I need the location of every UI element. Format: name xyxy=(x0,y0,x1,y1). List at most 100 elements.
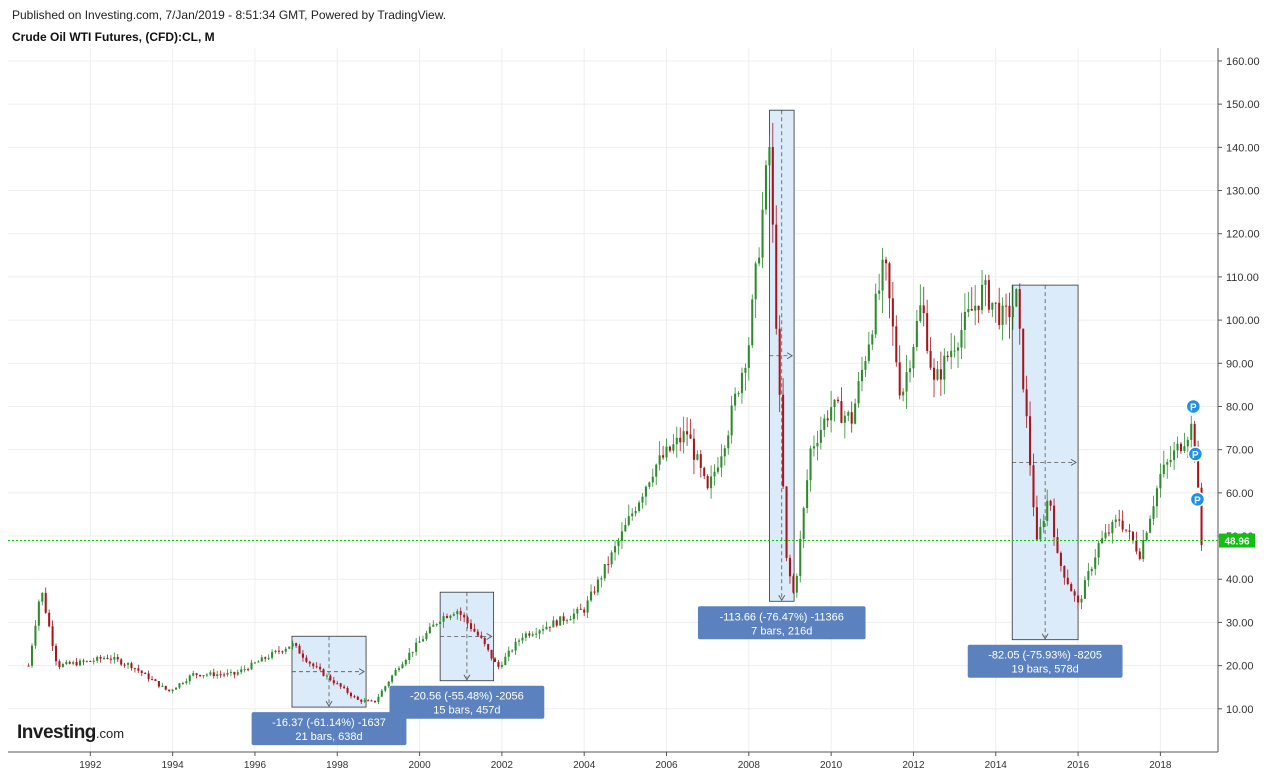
candle-up xyxy=(672,444,675,451)
candle-down xyxy=(778,328,781,395)
candle-up xyxy=(1166,462,1169,465)
candle-up xyxy=(734,393,737,406)
candle-up xyxy=(960,329,963,348)
logo-main: Investing xyxy=(17,722,96,743)
candle-up xyxy=(799,538,802,576)
symbol-title: Crude Oil WTI Futures, (CFD):CL, M xyxy=(12,30,215,44)
candle-down xyxy=(1005,305,1008,307)
candle-down xyxy=(895,326,898,363)
candle-up xyxy=(1183,446,1186,452)
candle-down xyxy=(315,666,318,668)
candle-up xyxy=(240,669,243,673)
position-marker-1[interactable] xyxy=(1185,398,1202,415)
candle-up xyxy=(1162,464,1165,475)
candle-up xyxy=(397,668,401,670)
candle-up xyxy=(740,372,743,394)
candle-up xyxy=(823,418,826,430)
candle-up xyxy=(274,650,277,653)
candle-up xyxy=(744,367,747,373)
candle-up xyxy=(250,662,253,670)
candle-up xyxy=(806,480,809,509)
candle-down xyxy=(840,401,843,423)
candle-up xyxy=(572,613,575,619)
candle-down xyxy=(826,418,829,421)
candle-up xyxy=(590,591,593,601)
candle-down xyxy=(332,680,335,684)
y-tick-label: 20.00 xyxy=(1226,661,1254,673)
candle-down xyxy=(692,438,695,460)
x-tick-label: 2012 xyxy=(902,760,925,771)
measure-label-1 xyxy=(251,712,407,746)
candle-up xyxy=(205,674,208,676)
candle-down xyxy=(277,650,280,652)
candle-down xyxy=(703,467,706,477)
candle-up xyxy=(192,673,195,676)
candle-down xyxy=(469,623,473,629)
candle-down xyxy=(247,669,250,671)
candle-up xyxy=(751,299,754,346)
y-tick-label: 160.00 xyxy=(1226,56,1260,68)
candle-up xyxy=(802,508,805,539)
candle-down xyxy=(305,657,308,662)
measure-arrow-right xyxy=(358,668,365,676)
candle-up xyxy=(603,564,606,579)
candle-up xyxy=(847,412,850,416)
candle-down xyxy=(370,700,373,702)
candle-up xyxy=(758,257,761,264)
candle-up xyxy=(655,464,658,477)
candle-down xyxy=(298,645,301,654)
candle-up xyxy=(915,320,918,348)
candle-down xyxy=(785,486,788,558)
candle-down xyxy=(1118,519,1121,521)
candle-down xyxy=(44,592,47,613)
candle-down xyxy=(929,350,932,368)
candle-down xyxy=(356,696,359,700)
candle-down xyxy=(68,661,71,664)
candle-down xyxy=(994,302,997,304)
candle-down xyxy=(373,700,377,703)
candle-down xyxy=(157,681,160,687)
candle-up xyxy=(552,620,555,628)
candle-down xyxy=(264,657,267,659)
candle-up xyxy=(641,496,644,503)
candle-down xyxy=(583,609,586,613)
candle-up xyxy=(610,552,613,565)
candle-up xyxy=(881,259,884,291)
candle-up xyxy=(1159,474,1162,489)
candle-down xyxy=(233,671,236,675)
y-tick-label: 100.00 xyxy=(1226,315,1260,327)
x-tick-label: 2006 xyxy=(655,760,678,771)
candle-down xyxy=(579,608,582,610)
candle-down xyxy=(27,665,30,667)
candle-down xyxy=(116,657,119,660)
candle-down xyxy=(528,633,531,636)
y-tick-label: 130.00 xyxy=(1226,186,1260,198)
candle-down xyxy=(312,663,315,667)
candle-down xyxy=(199,674,202,677)
candle-down xyxy=(668,446,671,451)
candle-down xyxy=(970,309,973,311)
y-tick-label: 110.00 xyxy=(1226,272,1259,284)
y-tick-label: 80.00 xyxy=(1226,401,1254,413)
candle-down xyxy=(137,668,140,671)
position-marker-3[interactable] xyxy=(1189,491,1206,508)
candle-up xyxy=(380,690,383,697)
x-tick-label: 2000 xyxy=(408,760,431,771)
candle-down xyxy=(336,683,339,685)
measure-arrow-right xyxy=(786,352,793,360)
candle-up xyxy=(1090,568,1093,572)
position-marker-2[interactable] xyxy=(1187,446,1204,462)
candle-down xyxy=(593,591,596,593)
candle-down xyxy=(548,626,551,628)
candle-up xyxy=(92,660,95,662)
candle-up xyxy=(854,403,857,424)
candle-down xyxy=(1066,577,1069,585)
candle-down xyxy=(219,674,222,676)
candle-up xyxy=(860,369,864,382)
candle-down xyxy=(346,687,349,693)
candle-up xyxy=(754,263,757,300)
candle-up xyxy=(713,471,716,477)
candle-down xyxy=(1022,328,1025,390)
candle-down xyxy=(120,659,123,665)
